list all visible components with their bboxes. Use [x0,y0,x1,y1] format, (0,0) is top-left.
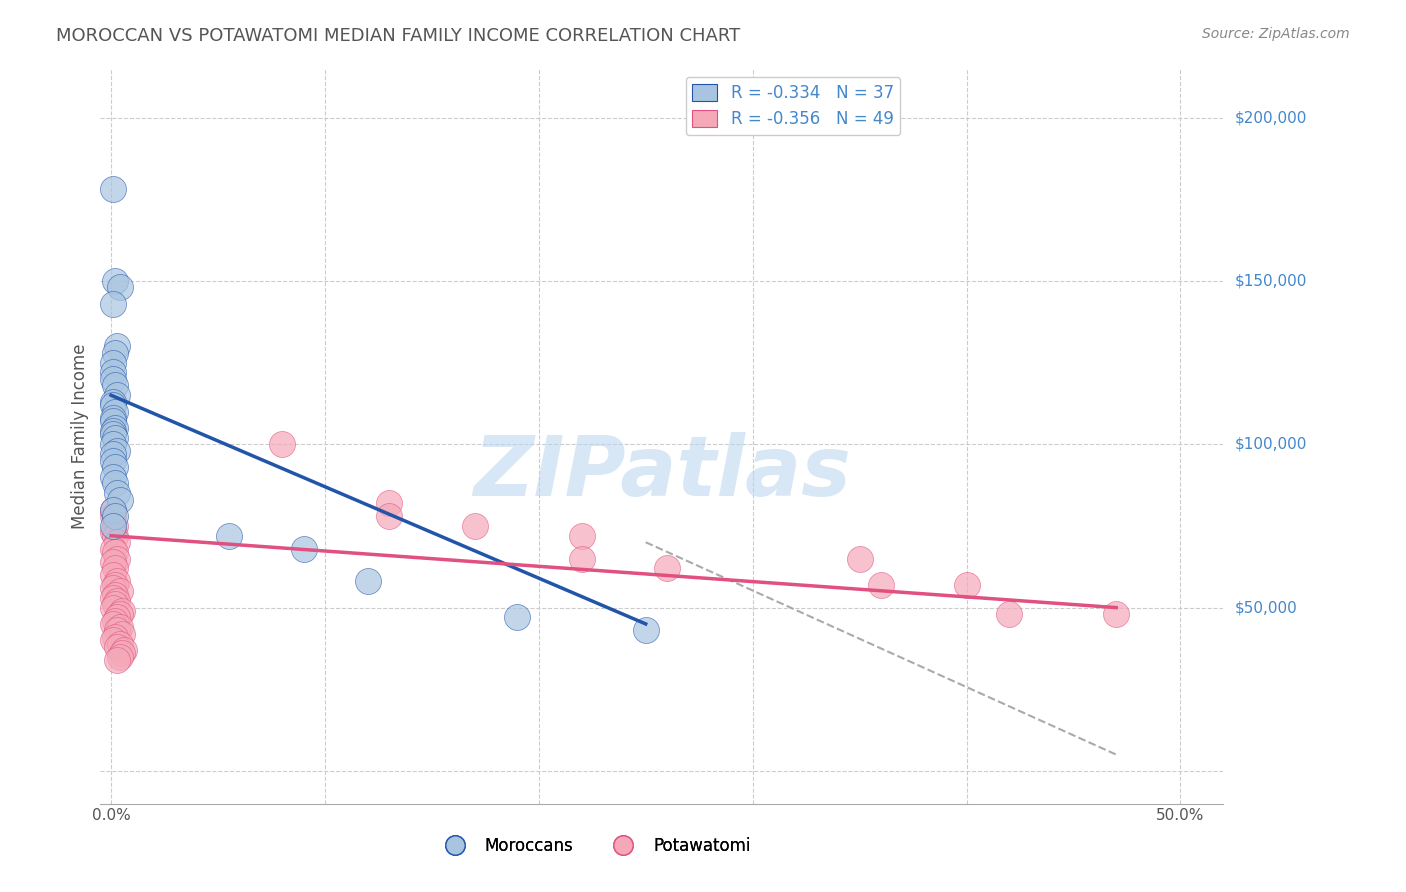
Point [506,610,529,624]
Point [104,614,127,628]
Text: $150,000: $150,000 [1234,273,1306,288]
Point [111,646,134,660]
Point [655,561,678,575]
Text: $200,000: $200,000 [1234,110,1306,125]
Point [103,182,125,196]
Point [104,378,127,392]
Point [103,525,125,540]
Point [103,633,125,648]
Point [357,574,380,589]
Point [103,372,125,386]
Point [571,551,593,566]
Point [107,653,129,667]
Point [103,365,125,379]
Point [104,509,127,524]
Point [103,398,125,412]
Point [103,502,125,516]
Point [107,551,129,566]
Point [107,610,129,624]
Point [1105,607,1128,621]
Point [103,616,125,631]
Point [104,460,127,475]
Point [103,297,125,311]
Point [103,437,125,451]
Point [107,535,129,549]
Point [103,411,125,425]
Point [107,443,129,458]
Point [107,594,129,608]
Y-axis label: Median Family Income: Median Family Income [72,343,89,529]
Point [103,519,125,533]
Point [104,578,127,592]
Point [108,636,131,650]
Point [108,584,131,599]
Point [108,620,131,634]
Point [104,529,127,543]
Text: Source: ZipAtlas.com: Source: ZipAtlas.com [1202,27,1350,41]
Point [104,588,127,602]
Point [103,414,125,428]
Text: ZIPatlas: ZIPatlas [472,433,851,513]
Point [104,404,127,418]
Point [218,529,240,543]
Point [292,541,315,556]
Point [107,640,129,654]
Point [108,607,131,621]
Point [104,561,127,575]
Point [464,519,486,533]
Point [103,555,125,569]
Point [107,486,129,500]
Point [112,643,135,657]
Point [107,388,129,402]
Point [378,509,401,524]
Point [103,453,125,467]
Point [104,345,127,359]
Point [108,492,131,507]
Point [103,591,125,605]
Point [103,600,125,615]
Point [571,529,593,543]
Point [103,447,125,461]
Text: MOROCCAN VS POTAWATOMI MEDIAN FAMILY INCOME CORRELATION CHART: MOROCCAN VS POTAWATOMI MEDIAN FAMILY INC… [56,27,741,45]
Point [103,541,125,556]
Point [111,604,134,618]
Point [104,545,127,559]
Point [104,476,127,491]
Point [108,649,131,664]
Point [955,578,977,592]
Point [108,280,131,294]
Point [634,624,657,638]
Point [104,431,127,445]
Text: $50,000: $50,000 [1234,600,1296,615]
Point [103,581,125,595]
Point [103,470,125,484]
Point [111,626,134,640]
Point [104,421,127,435]
Point [103,427,125,442]
Point [103,509,125,524]
Point [103,568,125,582]
Point [104,274,127,288]
Point [107,574,129,589]
Legend: Moroccans, Potawatomi: Moroccans, Potawatomi [432,830,758,862]
Point [104,630,127,644]
Point [107,339,129,353]
Point [998,607,1021,621]
Point [103,394,125,409]
Point [378,496,401,510]
Point [103,424,125,438]
Point [103,502,125,516]
Point [104,519,127,533]
Point [870,578,893,592]
Text: $100,000: $100,000 [1234,437,1306,451]
Point [104,597,127,611]
Point [848,551,870,566]
Point [103,355,125,369]
Point [107,624,129,638]
Point [271,437,294,451]
